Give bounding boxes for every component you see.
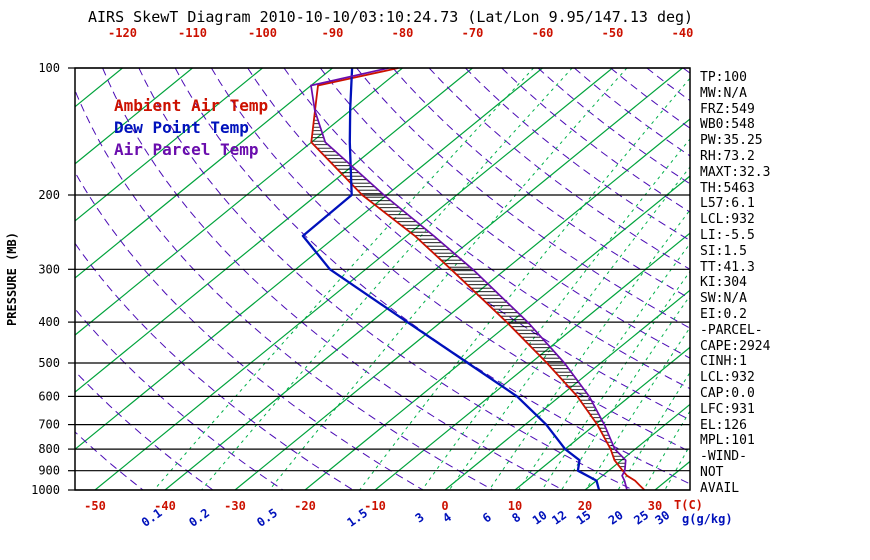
chart-legend: Ambient Air Temp Dew Point Temp Air Parcel… [114,95,268,161]
mixing-unit-label: g(g/kg) [682,512,733,526]
tick-label: 700 [38,418,60,432]
tick-label: -90 [322,26,344,40]
tick-label: 25 [631,508,651,528]
stat-line: SW:N/A [700,291,747,307]
tick-label: 400 [38,315,60,329]
stat-line: -PARCEL- [700,322,763,338]
dew-point-curve [301,67,601,491]
isotherm-lines [75,68,690,490]
stat-line: KI:304 [700,275,747,291]
tick-label: 500 [38,356,60,370]
tick-label: 900 [38,464,60,478]
ambient-temp-curve [310,67,646,491]
bottom-temp-labels: -50 -40 -30 -20 -10 0 10 20 30 [84,499,662,513]
tick-label: 6 [480,510,494,526]
tick-label: -60 [532,26,554,40]
mixing-ratio-lines [153,68,690,490]
tick-label: -70 [462,26,484,40]
cape-hatching [311,112,626,471]
legend-item: Ambient Air Temp [114,96,269,115]
tick-label: 0.2 [186,506,212,530]
stat-line: TP:100 [700,70,747,85]
stat-line: WB0:548 [700,117,755,133]
pressure-axis-title: PRESSURE (MB) [5,232,19,326]
stat-line: CAPE:2924 [700,338,771,354]
tick-label: -80 [392,26,414,40]
stat-line: LCL:932 [700,370,755,386]
tick-label: -20 [294,499,316,513]
stat-line: NOT [700,464,724,480]
stat-line: MPL:101 [700,433,755,449]
tick-label: 10 [508,499,522,513]
tick-label: -110 [178,26,207,40]
tick-label: 3 [413,510,427,526]
tick-label: 200 [38,188,60,202]
stat-line: TH:5463 [700,180,755,196]
stat-line: EL:126 [700,417,747,433]
tick-label: -50 [84,499,106,513]
stat-line: AVAIL [700,480,740,496]
stat-line: CINH:1 [700,354,747,370]
tick-label: 15 [574,508,594,528]
temp-unit-label: T(C) [674,498,703,512]
tick-label: 600 [38,389,60,403]
stat-line: LI:-5.5 [700,227,755,243]
stat-line: MW:N/A [700,85,747,101]
tick-label: -50 [602,26,624,40]
tick-label: 30 [648,499,662,513]
stat-line: L57:6.1 [700,196,755,212]
stat-line: CAP:0.0 [700,385,755,401]
stat-line: SI:1.5 [700,243,747,259]
chart-title: AIRS SkewT Diagram 2010-10-10/03:10:24.7… [88,8,694,26]
stat-line: MAXT:32.3 [700,164,771,180]
stat-line: TT:41.3 [700,259,755,275]
tick-label: 30 [653,508,673,528]
tick-label: 0 [441,499,448,513]
tick-label: -120 [108,26,137,40]
mixing-ratio-labels: 0.1 0.2 0.5 1.5 3 4 6 8 10 12 15 20 25 30 [139,506,673,530]
tick-label: -40 [154,499,176,513]
tick-label: -100 [248,26,277,40]
tick-label: 12 [549,508,569,528]
tick-label: 10 [530,508,550,528]
plot-border [74,67,691,491]
tick-label: 20 [606,508,626,528]
tick-label: 1000 [31,483,60,497]
parcel-temp-curve [310,67,628,491]
dry-adiabat-lines [75,68,690,490]
tick-label: 4 [440,510,454,526]
tick-label: -30 [224,499,246,513]
stat-line: LFC:931 [700,401,755,417]
stat-line: FRZ:549 [700,101,755,117]
stat-line: LCL:932 [700,212,755,228]
legend-item: Air Parcel Temp [114,140,259,159]
stat-line: PW:35.25 [700,133,763,149]
tick-label: -10 [364,499,386,513]
top-temp-labels: -120 -110 -100 -90 -80 -70 -60 -50 -40 [108,26,693,40]
tick-label: 800 [38,442,60,456]
pressure-axis-labels: 100 200 300 400 500 600 700 800 900 1000 [31,61,60,497]
legend-item: Dew Point Temp [114,118,249,137]
tick-label: 100 [38,61,60,75]
tick-label: -40 [672,26,694,40]
sounding-stats-panel: TP:100 MW:N/A FRZ:549 WB0:548 PW:35.25 RH:73.… [700,70,770,497]
tick-label: 300 [38,262,60,276]
stat-line: RH:73.2 [700,148,755,164]
tick-label: 20 [578,499,592,513]
tick-label: 0.5 [254,506,280,530]
stat-line: EI:0.2 [700,306,747,322]
stat-line: -WIND- [700,449,747,465]
